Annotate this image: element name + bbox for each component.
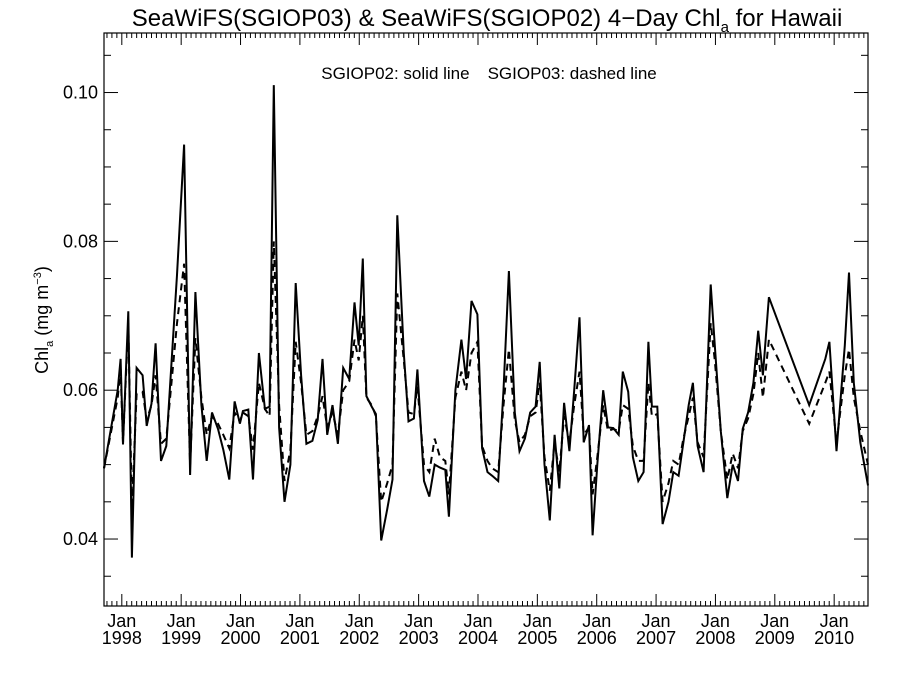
x-tick-month: Jan [642, 611, 671, 631]
x-tick-year: 2001 [280, 628, 320, 648]
x-tick-year: 2006 [577, 628, 617, 648]
x-tick-month: Jan [404, 611, 433, 631]
x-tick-month: Jan [345, 611, 374, 631]
x-tick-year: 1999 [161, 628, 201, 648]
plot-frame [103, 32, 869, 607]
legend-annotation: SGIOP02: solid line SGIOP03: dashed line [321, 64, 657, 83]
x-tick-month: Jan [760, 611, 789, 631]
y-axis: 0.04 0.06 0.08 0.10 [63, 54, 868, 577]
x-tick-year: 2008 [695, 628, 735, 648]
x-tick-month: Jan [523, 611, 552, 631]
x-tick-year: 2009 [755, 628, 795, 648]
series-lines [103, 85, 869, 558]
x-tick-year: 2002 [339, 628, 379, 648]
x-tick-month: Jan [167, 611, 196, 631]
y-tick-label: 0.04 [63, 529, 98, 549]
x-tick-year: 2000 [221, 628, 261, 648]
x-tick-year: 2005 [517, 628, 557, 648]
series-sgiop02-line [103, 85, 869, 558]
y-tick-label: 0.08 [63, 231, 98, 251]
plot-area: 0.040.060.080.10 Jan1998Jan1999Jan2000Ja… [63, 32, 869, 648]
x-tick-year: 2003 [399, 628, 439, 648]
x-tick-month: Jan [285, 611, 314, 631]
x-tick-month: Jan [701, 611, 730, 631]
x-tick-year: 2010 [814, 628, 854, 648]
legend-dashed: SGIOP03: dashed line [488, 64, 657, 83]
x-tick-month: Jan [463, 611, 492, 631]
y-axis-label: Chla (mg m−3) [32, 266, 56, 374]
x-tick-month: Jan [107, 611, 136, 631]
x-tick-year: 2004 [458, 628, 498, 648]
x-tick-year: 1998 [102, 628, 142, 648]
y-tick-label: 0.06 [63, 380, 98, 400]
x-tick-month: Jan [820, 611, 849, 631]
x-tick-month: Jan [226, 611, 255, 631]
x-tick-year: 2007 [636, 628, 676, 648]
legend-solid: SGIOP02: solid line [321, 64, 469, 83]
x-tick-month: Jan [582, 611, 611, 631]
chart-title: SeaWiFS(SGIOP03) & SeaWiFS(SGIOP02) 4−Da… [132, 5, 843, 36]
x-axis: Jan1998Jan1999Jan2000Jan2001Jan2002Jan20… [102, 33, 865, 648]
y-tick-label: 0.10 [63, 83, 98, 103]
series-sgiop03-line [103, 241, 869, 510]
